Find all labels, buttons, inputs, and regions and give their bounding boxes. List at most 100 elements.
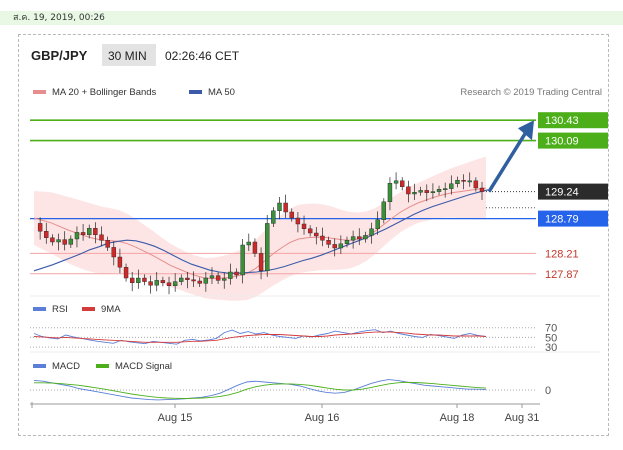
candle-body xyxy=(185,277,190,280)
candle-body xyxy=(111,247,116,258)
pivot-label-box xyxy=(538,210,608,227)
macd-legend-label: MACD xyxy=(52,361,80,372)
support-label: 127.87 xyxy=(545,269,579,281)
candle-body xyxy=(172,281,178,287)
price-level-labels: 130.43 130.09 129.24 128.79 128.21 127.87 xyxy=(538,112,608,281)
candle-body xyxy=(265,223,270,271)
candle-body xyxy=(400,180,405,188)
candle-body xyxy=(228,271,233,279)
candle-body xyxy=(449,183,454,189)
macd-legend-swatch xyxy=(33,364,46,368)
candle-body xyxy=(234,271,239,276)
candle-body xyxy=(246,241,251,246)
candle-body xyxy=(455,179,460,184)
candle-body xyxy=(50,237,55,243)
candle-body xyxy=(369,228,374,236)
forecast-arrow-shaft xyxy=(487,131,528,193)
candle-body xyxy=(442,188,448,191)
rsi-ma-legend-label: 9MA xyxy=(101,304,121,315)
timeframe-box xyxy=(102,44,156,66)
candle-body xyxy=(80,232,86,235)
rsi-tick-label: 70 xyxy=(545,323,557,335)
candle-body xyxy=(179,277,184,282)
candle-body xyxy=(37,223,43,232)
candle-body xyxy=(93,227,98,235)
candle-body xyxy=(461,179,466,182)
bollinger-band-area xyxy=(34,156,486,301)
candle-body xyxy=(338,243,344,249)
ma20-legend-label: MA 20 + Bollinger Bands xyxy=(52,87,157,98)
candle-body xyxy=(87,227,92,235)
candle-body xyxy=(406,186,411,195)
candle-body xyxy=(375,219,380,230)
candle-body xyxy=(357,236,362,240)
candle-body xyxy=(209,275,215,279)
candle-body xyxy=(197,280,202,284)
ma50-legend-swatch xyxy=(189,90,202,94)
rsi-line xyxy=(33,329,487,345)
candle-body xyxy=(136,277,141,283)
candle-body xyxy=(142,277,147,282)
support-label: 128.21 xyxy=(545,248,579,260)
macd-panel: 0 xyxy=(30,379,551,401)
candle-body xyxy=(160,280,166,283)
candle-body xyxy=(418,190,423,193)
candle-body xyxy=(314,232,319,237)
pivot-label: 128.79 xyxy=(545,214,579,226)
candle-body xyxy=(252,241,258,254)
candle-body xyxy=(479,187,485,192)
last-price-label: 129.24 xyxy=(545,187,579,199)
x-tick-label: Aug 16 xyxy=(305,412,340,424)
candle-body xyxy=(387,182,393,202)
credit-label: Research © 2019 Trading Central xyxy=(460,87,602,98)
symbol-label: GBP/JPY xyxy=(31,48,88,63)
macd-signal-line xyxy=(34,381,487,399)
candle-body xyxy=(191,279,196,282)
forecast-arrow-head xyxy=(518,120,534,141)
x-axis: Aug 15 Aug 16 Aug 18 Aug 31 xyxy=(30,402,540,424)
candle-body xyxy=(215,275,221,281)
candle-body xyxy=(117,256,123,268)
time-label: 02:26:46 CET xyxy=(165,49,240,63)
candle-body xyxy=(332,244,337,249)
rsi-legend-swatch xyxy=(33,307,46,311)
rsi-ma-line xyxy=(33,331,487,343)
candle-body xyxy=(62,239,67,245)
candle-body xyxy=(166,282,172,286)
candle-body xyxy=(467,180,472,183)
candle-body xyxy=(301,223,307,229)
candle-body xyxy=(277,202,282,212)
candle-body xyxy=(154,280,159,286)
resistance-label: 130.09 xyxy=(545,136,579,148)
candle-body xyxy=(344,239,350,244)
last-price-box xyxy=(538,183,608,200)
candle-body xyxy=(105,239,110,248)
candle-body xyxy=(307,228,313,234)
candle-body xyxy=(393,180,399,184)
bollinger-band xyxy=(34,156,486,301)
candle-body xyxy=(258,253,264,271)
candle-body xyxy=(203,277,209,284)
macd-signal-legend-swatch xyxy=(96,364,109,368)
chart-card xyxy=(18,34,609,436)
rsi-ma-legend-swatch xyxy=(82,307,95,311)
timeframe-label: 30 MIN xyxy=(108,49,147,63)
forecast-arrow xyxy=(487,120,534,193)
x-tick-label: Aug 31 xyxy=(505,412,540,424)
candle-body xyxy=(363,235,368,240)
candle-body xyxy=(123,267,129,279)
candle-body xyxy=(99,234,104,241)
candle-body xyxy=(412,191,417,195)
date-bar xyxy=(0,11,623,25)
resistance-label-box xyxy=(538,112,608,129)
candle-body xyxy=(222,278,227,281)
date-stamp: ส.ค. 19, 2019, 00:26 xyxy=(13,13,105,23)
price-candles xyxy=(37,172,485,295)
x-tick-label: Aug 18 xyxy=(440,412,475,424)
candle-body xyxy=(430,191,436,194)
rsi-legend-label: RSI xyxy=(52,304,68,315)
candle-body xyxy=(350,236,356,241)
candle-body xyxy=(320,235,325,241)
